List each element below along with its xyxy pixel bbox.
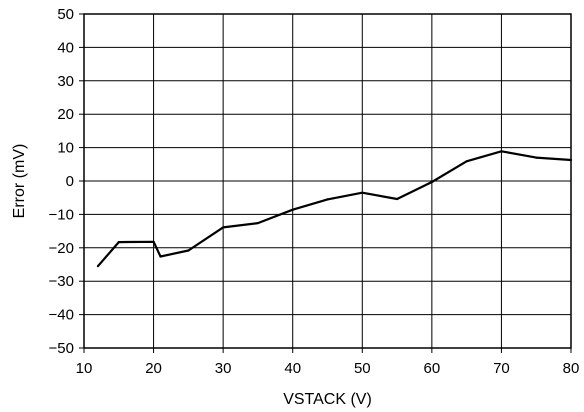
x-axis-ticks: 10 20 30 40 50 60 70 80 bbox=[76, 348, 580, 377]
y-tick-label: 30 bbox=[57, 73, 74, 90]
data-point bbox=[326, 198, 329, 201]
data-point bbox=[361, 191, 364, 194]
y-tick-label: −40 bbox=[49, 307, 74, 324]
data-point bbox=[256, 221, 260, 225]
data-point bbox=[395, 197, 399, 201]
x-axis-title: VSTACK (V) bbox=[283, 391, 372, 408]
data-point bbox=[187, 249, 190, 252]
y-tick-label: −50 bbox=[49, 340, 74, 357]
y-tick-label: 40 bbox=[57, 39, 74, 56]
y-tick-label: −10 bbox=[49, 206, 74, 223]
y-tick-label: 50 bbox=[57, 6, 74, 23]
series-points bbox=[96, 150, 573, 268]
x-tick-label: 20 bbox=[145, 360, 162, 377]
x-tick-label: 60 bbox=[424, 360, 441, 377]
series-line bbox=[97, 150, 572, 267]
y-axis-title: Error (mV) bbox=[11, 144, 28, 219]
y-axis-ticks: 50 40 30 20 10 0 −10 −20 −30 −40 −50 bbox=[49, 6, 84, 357]
x-tick-label: 40 bbox=[284, 360, 301, 377]
data-point bbox=[96, 265, 100, 268]
y-tick-label: 10 bbox=[57, 140, 74, 157]
x-tick-label: 10 bbox=[76, 360, 93, 377]
data-point bbox=[291, 208, 294, 211]
data-point bbox=[152, 240, 155, 243]
grid-lines bbox=[83, 13, 572, 349]
data-point bbox=[159, 255, 162, 258]
data-point bbox=[569, 158, 573, 162]
x-tick-label: 70 bbox=[493, 360, 510, 377]
y-tick-label: 0 bbox=[66, 173, 74, 190]
x-tick-label: 80 bbox=[563, 360, 580, 377]
data-point bbox=[500, 150, 503, 153]
data-point bbox=[222, 226, 225, 229]
data-point bbox=[117, 241, 120, 244]
data-point bbox=[430, 180, 433, 184]
data-point bbox=[465, 160, 468, 163]
x-tick-label: 50 bbox=[354, 360, 371, 377]
data-point bbox=[535, 156, 538, 159]
y-tick-label: −20 bbox=[49, 240, 74, 257]
y-tick-label: 20 bbox=[57, 106, 74, 123]
x-tick-label: 30 bbox=[215, 360, 232, 377]
y-tick-label: −30 bbox=[49, 273, 74, 290]
